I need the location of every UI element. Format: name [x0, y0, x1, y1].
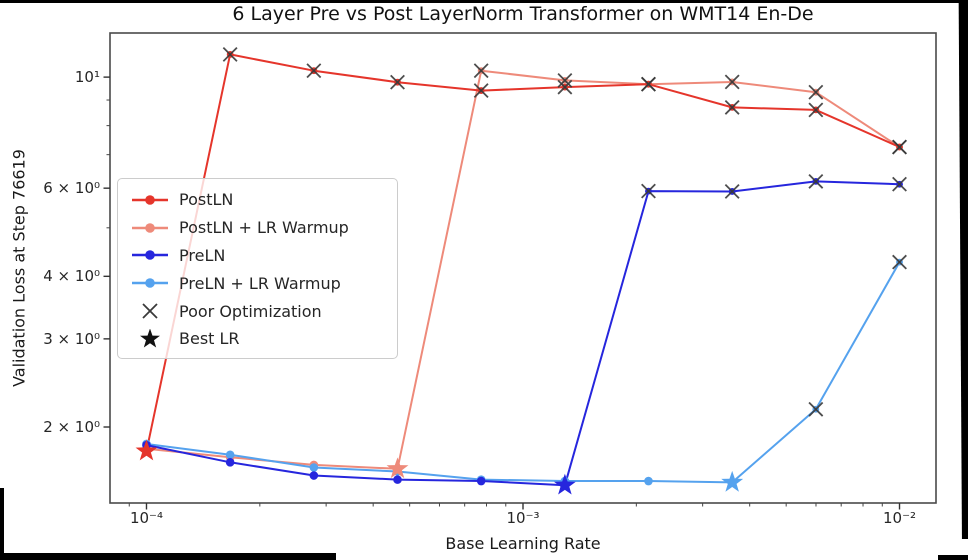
marker-poor-optimization-x: [473, 83, 489, 99]
screenshot-edge-artifact-left: [0, 488, 4, 560]
marker-poor-optimization-x: [641, 183, 656, 199]
marker-poor-optimization-x: [892, 254, 907, 270]
legend-marker-x-icon: [142, 303, 158, 319]
marker-poor-optimization-x: [641, 76, 656, 92]
legend-item: PreLN: [130, 242, 397, 270]
legend-item-label: PostLN + LR Warmup: [179, 218, 349, 238]
legend-item: PreLN + LR Warmup: [130, 269, 397, 297]
screenshot-edge-artifact-bottom-right: [938, 555, 968, 560]
legend-item-label: PreLN + LR Warmup: [179, 273, 341, 293]
marker-poor-optimization-x: [808, 84, 824, 100]
x-axis-label: Base Learning Rate: [445, 534, 601, 553]
x-tick-label: 10⁻⁴: [129, 509, 163, 527]
legend-marker-line-dot-icon: [132, 195, 168, 205]
marker-dot-preln: [225, 458, 235, 467]
marker-poor-optimization-x: [557, 72, 573, 88]
marker-poor-optimization-x: [892, 176, 907, 192]
legend-item: Poor Optimization: [130, 297, 397, 325]
legend-item-label: PreLN: [179, 245, 226, 265]
y-tick-label: 2 × 10⁰: [43, 418, 100, 436]
legend-item: PostLN + LR Warmup: [130, 214, 397, 242]
marker-poor-optimization-x: [306, 63, 322, 79]
marker-dot-preln: [309, 471, 319, 480]
marker-dot-preln: [476, 476, 486, 486]
legend-item-label: Best LR: [179, 329, 240, 349]
legend-item: Best LR: [130, 325, 397, 353]
marker-poor-optimization-x: [808, 173, 824, 189]
marker-best-lr-star-postln: [135, 439, 158, 461]
legend-marker-line-dot-icon: [132, 278, 168, 289]
screenshot-edge-artifact-bottom-left: [0, 553, 336, 560]
marker-best-lr-star-postln-lr-warmup: [386, 457, 409, 479]
marker-poor-optimization-x: [557, 79, 573, 95]
marker-poor-optimization-x: [808, 401, 824, 417]
marker-poor-optimization-x: [473, 63, 489, 79]
y-axis-label: Validation Loss at Step 76619: [9, 149, 29, 387]
marker-poor-optimization-x: [390, 74, 405, 90]
marker-best-lr-star-preln: [553, 473, 576, 495]
y-tick-label: 4 × 10⁰: [43, 267, 100, 286]
marker-poor-optimization-x: [724, 99, 740, 115]
y-tick-label: 10¹: [74, 68, 100, 87]
legend: PostLN PostLN + LR Warmup PreLN PreLN + LR …: [117, 178, 398, 359]
y-tick-label: 6 × 10⁰: [43, 179, 100, 198]
marker-dot-preln-lr-warmup: [644, 476, 653, 486]
series-line-preln: [146, 180, 900, 487]
marker-poor-optimization-x: [724, 74, 740, 90]
marker-dot-preln: [393, 475, 402, 484]
marker-poor-optimization-x: [808, 102, 824, 118]
legend-item-label: PostLN: [179, 190, 234, 210]
series-line-postln: [145, 53, 900, 452]
x-tick-label: 10⁻³: [506, 509, 540, 527]
screenshot-edge-artifact-top: [0, 0, 968, 3]
y-tick-label: 3 × 10⁰: [43, 329, 100, 348]
marker-best-lr-star-preln-lr-warmup: [721, 470, 744, 492]
series-line-preln-lr-warmup: [146, 261, 901, 484]
legend-item-label: Poor Optimization: [179, 301, 322, 321]
legend-marker-line-dot-icon: [132, 250, 168, 261]
legend-marker-line-dot-icon: [132, 222, 168, 233]
x-tick-label: 10⁻²: [882, 509, 917, 527]
marker-poor-optimization-x: [222, 46, 238, 62]
marker-dot-preln-lr-warmup: [309, 463, 319, 472]
legend-item: PostLN: [130, 186, 397, 214]
screenshot-edge-artifact-right: [958, 0, 968, 539]
marker-poor-optimization-x: [724, 184, 740, 199]
marker-poor-optimization-x: [892, 139, 907, 155]
marker-dot-preln-lr-warmup: [225, 450, 235, 460]
legend-marker-star-icon: [140, 328, 160, 348]
chart-title: 6 Layer Pre vs Post LayerNorm Transforme…: [232, 3, 814, 25]
